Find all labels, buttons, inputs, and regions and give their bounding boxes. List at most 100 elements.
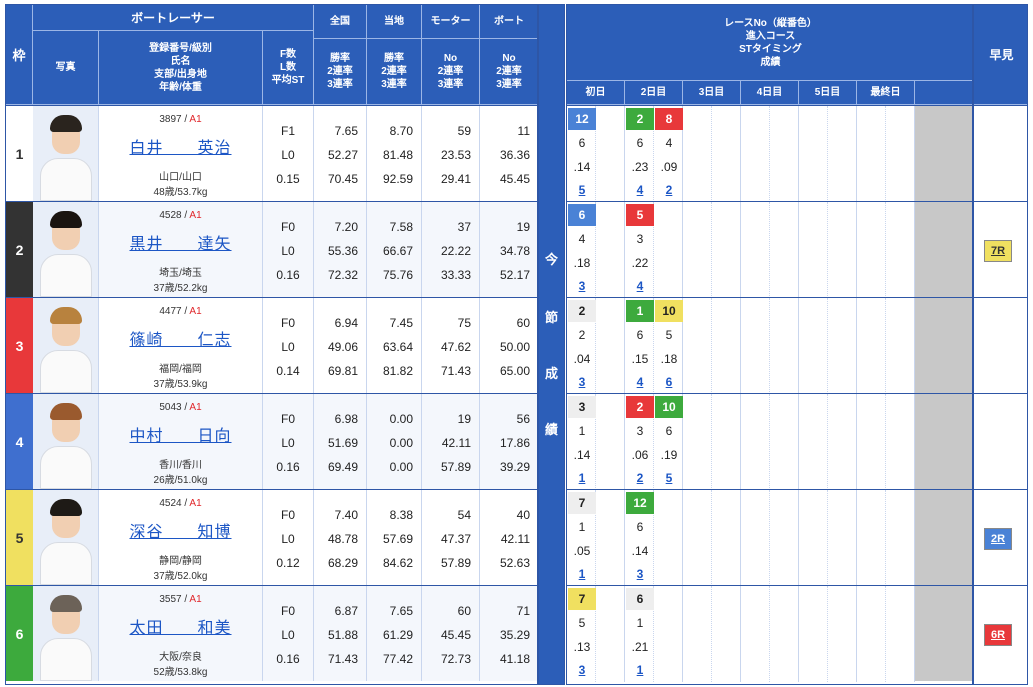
- finish-rank-link[interactable]: 1: [578, 567, 586, 581]
- race-header-line: 成績: [760, 56, 781, 68]
- day-column: [886, 106, 915, 202]
- race-header-line: 進入コース: [745, 30, 796, 42]
- racer-branch: 山口/山口: [159, 172, 202, 183]
- racer-name-link[interactable]: 篠崎 仁志: [129, 332, 232, 349]
- fl-column: F0 L0 0.16: [263, 586, 314, 681]
- finish-rank-link[interactable]: 3: [636, 567, 644, 581]
- finish-rank-link[interactable]: 6: [665, 375, 673, 389]
- day-half-divider: [857, 202, 886, 298]
- racer-info-header-line: 支部/出身地: [154, 68, 207, 80]
- series-row: 7 1 .05 1 12 6 .14 3: [567, 489, 972, 586]
- race-number: 12: [626, 492, 654, 514]
- l-count: L0: [281, 340, 295, 354]
- race-number: 10: [655, 300, 683, 322]
- early-race-badge[interactable]: 7R: [984, 240, 1012, 262]
- frame-number: 2: [6, 202, 33, 297]
- early-race-table: 早見 7R 2R 6R: [973, 4, 1028, 685]
- series-row: 7 5 .13 3 6 1 .21 1: [567, 585, 972, 682]
- boat-stats-value: 65.00: [499, 364, 530, 378]
- national-stats-value: 69.49: [327, 460, 358, 474]
- frame-header: 枠: [6, 5, 33, 105]
- early-header: 早見: [974, 5, 1027, 105]
- rate-line: 勝率: [384, 53, 404, 64]
- finish-rank-link[interactable]: 2: [636, 471, 644, 485]
- local-rate-header: 勝率 2連率 3連率: [367, 39, 422, 105]
- local-header: 当地: [367, 5, 422, 39]
- racer-name-link[interactable]: 中村 日向: [129, 428, 232, 445]
- racer-name-link[interactable]: 太田 和美: [129, 620, 232, 637]
- boat-stats-value: 50.00: [499, 340, 530, 354]
- day-half-divider: [857, 106, 886, 202]
- racer-info-header: 登録番号/級別 氏名 支部/出身地 年齢/体重: [99, 31, 263, 105]
- day-blank-gray: [915, 394, 972, 489]
- race-number: 1: [626, 300, 654, 322]
- day-column: [770, 202, 799, 298]
- racer-class: A1: [189, 594, 202, 605]
- day-column: [596, 586, 625, 682]
- early-race-badge[interactable]: 6R: [984, 624, 1012, 646]
- day-column: [886, 394, 915, 490]
- day-half-divider: [799, 394, 828, 490]
- day-column: [886, 586, 915, 682]
- race-header-line: STタイミング: [739, 43, 802, 55]
- race-header: レースNo（縦番色） 進入コース STタイミング 成績: [567, 5, 972, 81]
- finish-rank-link[interactable]: 1: [578, 471, 586, 485]
- day-column: [886, 298, 915, 394]
- day-half-divider: [625, 586, 654, 682]
- finish-rank-link[interactable]: 1: [636, 663, 644, 677]
- day-column: [886, 490, 915, 586]
- finish-rank-link[interactable]: 4: [636, 279, 644, 293]
- finish-rank-link[interactable]: 2: [665, 183, 673, 197]
- boat-stats: 60 50.00 65.00: [480, 298, 537, 393]
- boat-stats-value: 35.29: [499, 628, 530, 642]
- day-header-3: 3日目: [683, 81, 741, 105]
- early-row: [974, 105, 1027, 201]
- national-stats-value: 71.43: [327, 652, 358, 666]
- finish-rank-link[interactable]: 4: [636, 375, 644, 389]
- local-stats-value: 81.48: [382, 148, 413, 162]
- racer-row: 6 3557 / A1 太田 和美 大阪/奈良 52歳/53.8kg F0 L0 0.16 6.…: [6, 585, 537, 681]
- st-timing: .04: [573, 352, 591, 366]
- racer-age-weight: 37歳/53.9kg: [153, 379, 208, 390]
- motor-stats: 75 47.62 71.43: [422, 298, 480, 393]
- finish-rank-link[interactable]: 3: [578, 663, 586, 677]
- early-race-badge[interactable]: 2R: [984, 528, 1012, 550]
- fl-column: F1 L0 0.15: [263, 106, 314, 201]
- day-blank-gray: [915, 202, 972, 297]
- day-header-5: 5日目: [799, 81, 857, 105]
- racer-registration: 3897 / A1: [99, 114, 262, 125]
- day-half-divider: [567, 586, 596, 682]
- finish-rank-link[interactable]: 3: [578, 375, 586, 389]
- registration-separator: /: [181, 210, 190, 221]
- race-header-line: レースNo（縦番色）: [724, 17, 817, 29]
- entry-course: 6: [665, 424, 673, 438]
- entry-course: 3: [636, 424, 644, 438]
- st-timing: .18: [660, 352, 678, 366]
- national-stats: 6.98 51.69 69.49: [314, 394, 367, 489]
- fl-header-line: 平均ST: [271, 75, 305, 86]
- racer-name-link[interactable]: 白井 英治: [129, 140, 232, 157]
- racer-info: 5043 / A1 中村 日向 香川/香川 26歳/51.0kg: [99, 394, 263, 489]
- day-half-divider: [799, 490, 828, 586]
- boat-stats: 56 17.86 39.29: [480, 394, 537, 489]
- day-column: [886, 202, 915, 298]
- racer-name-link[interactable]: 深谷 知博: [129, 524, 232, 541]
- finish-rank-link[interactable]: 4: [636, 183, 644, 197]
- day-half-divider: [857, 394, 886, 490]
- finish-rank-link[interactable]: 5: [665, 471, 673, 485]
- motor-stats-value: 59: [457, 124, 471, 138]
- racer-info-header-line: 氏名: [170, 55, 191, 67]
- national-stats-value: 69.81: [327, 364, 358, 378]
- motor-stats-value: 22.22: [440, 244, 471, 258]
- racer-name-link[interactable]: 黒井 達矢: [129, 236, 232, 253]
- rate-line: 2連率: [381, 66, 407, 77]
- motor-stats-value: 37: [457, 220, 471, 234]
- day-half-divider: [625, 202, 654, 298]
- racer-photo-hair: [50, 595, 82, 612]
- finish-rank-link[interactable]: 3: [578, 279, 586, 293]
- boat-stats-value: 40: [516, 508, 530, 522]
- finish-rank-link[interactable]: 5: [578, 183, 586, 197]
- day-half-divider: [683, 490, 712, 586]
- entry-course: 3: [636, 232, 644, 246]
- l-count: L0: [281, 244, 295, 258]
